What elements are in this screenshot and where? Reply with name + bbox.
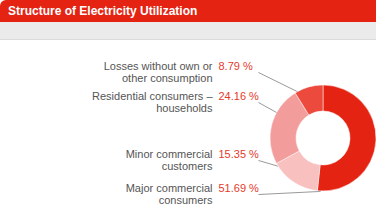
- svg-text:Minor commercialcustomers: Minor commercialcustomers: [126, 148, 213, 172]
- svg-text:Major commercialconsumers: Major commercialconsumers: [126, 182, 213, 206]
- svg-text:Residential consumers –househo: Residential consumers –households: [92, 90, 213, 114]
- svg-text:15.35 %: 15.35 %: [219, 148, 260, 160]
- svg-text:Losses without own orother con: Losses without own orother consumption: [104, 60, 213, 84]
- svg-text:24.16 %: 24.16 %: [219, 90, 260, 102]
- svg-text:51.69 %: 51.69 %: [219, 182, 260, 194]
- svg-text:8.79 %: 8.79 %: [219, 60, 253, 72]
- html-text:Structure of Electricity Utili: Structure of Electricity Utilization: [8, 4, 198, 18]
